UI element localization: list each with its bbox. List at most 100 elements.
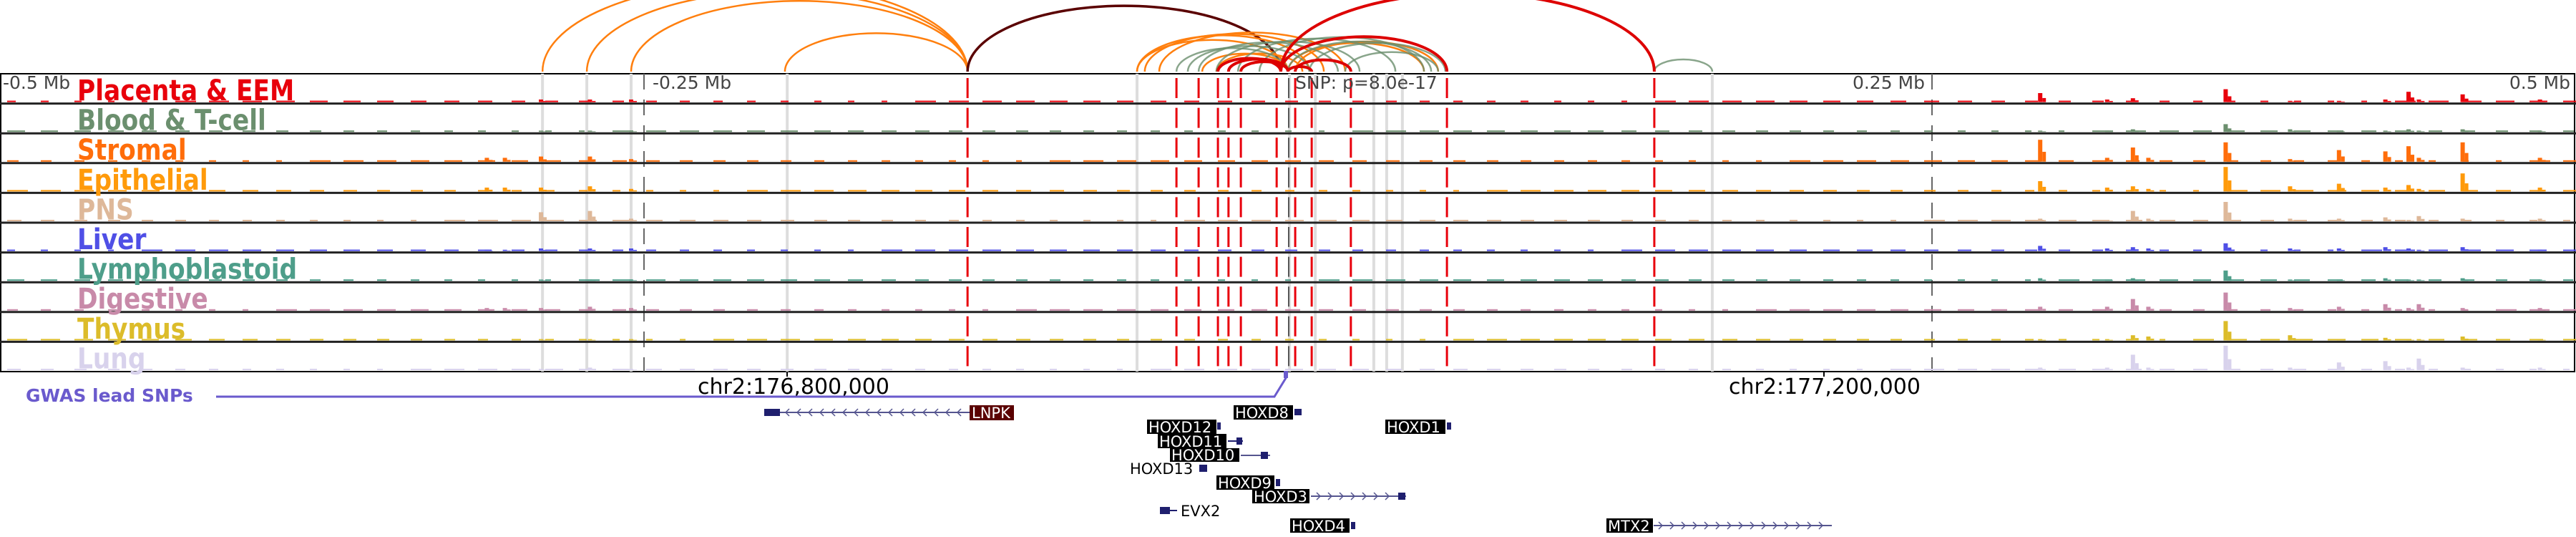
signal-segment: [1050, 160, 1070, 162]
signal-peak: [2383, 361, 2388, 370]
gene-hoxd9[interactable]: HOXD9: [1216, 475, 1280, 492]
signal-peak: [484, 308, 489, 311]
signal-segment: [2529, 369, 2537, 370]
signal-segment: [1151, 190, 1163, 192]
signal-segment: [1151, 160, 1169, 162]
signal-segment: [545, 220, 564, 221]
signal-segment: [915, 190, 932, 192]
track-digestive: [0, 292, 2576, 314]
signal-segment: [781, 309, 791, 311]
signal-segment: [915, 279, 929, 281]
strand-chevron: [1681, 521, 1687, 530]
signal-segment: [2429, 369, 2438, 370]
signal-segment: [1453, 100, 1463, 102]
signal-peak-shoulder: [543, 189, 547, 192]
signal-segment: [1823, 190, 1837, 192]
signal-segment: [1319, 100, 1331, 102]
signal-peak-shoulder: [2150, 369, 2155, 370]
signal-segment: [1285, 249, 1297, 251]
signal-peak-shoulder: [2464, 130, 2469, 132]
signal-segment: [1184, 279, 1192, 281]
signal-peak-shoulder: [633, 249, 637, 251]
signal-peak: [2406, 220, 2411, 221]
signal-segment: [915, 100, 936, 102]
signal-segment: [1083, 130, 1094, 132]
signal-segment: [1655, 220, 1666, 221]
signal-segment: [478, 190, 489, 192]
signal-segment: [1252, 130, 1259, 132]
signal-segment: [613, 369, 629, 370]
signal-peak: [2104, 339, 2109, 341]
signal-segment: [2361, 309, 2369, 311]
signal-segment: [2160, 160, 2172, 162]
signal-segment: [2260, 100, 2268, 102]
signal-segment: [1756, 220, 1765, 221]
signal-segment: [1958, 249, 1971, 251]
signal-segment: [882, 100, 887, 102]
signal-segment: [512, 309, 527, 311]
signal-segment: [444, 130, 453, 132]
signal-segment: [377, 339, 389, 341]
signal-segment: [613, 160, 627, 162]
signal-segment: [74, 339, 93, 341]
gene-mtx2[interactable]: MTX2: [1606, 518, 1832, 535]
signal-peak-shoulder: [543, 339, 547, 341]
signal-segment: [1184, 100, 1199, 102]
signal-peak-shoulder: [2150, 309, 2155, 311]
signal-peak: [2288, 279, 2293, 281]
signal-peak-shoulder: [2341, 188, 2345, 192]
signal-peak-shoulder: [489, 309, 493, 311]
gene-hoxd1[interactable]: HOXD1: [1385, 419, 1451, 436]
signal-segment: [1453, 249, 1462, 251]
track-label: Lung: [77, 342, 146, 375]
signal-segment: [243, 190, 258, 192]
signal-segment: [1386, 369, 1402, 370]
signal-segment: [1958, 339, 1968, 341]
signal-peak: [2223, 243, 2228, 251]
signal-segment: [2260, 160, 2271, 162]
signal-segment: [781, 220, 794, 221]
signal-segment: [579, 190, 587, 192]
signal-peak: [2130, 335, 2135, 341]
strand-chevron: [1795, 521, 1801, 530]
signal-peak-shoulder: [2341, 220, 2345, 221]
gene-lnpk[interactable]: LNPK: [764, 405, 1014, 422]
signal-segment: [2126, 190, 2133, 192]
gene-hoxd11[interactable]: HOXD11: [1158, 433, 1243, 450]
gene-hoxd10[interactable]: HOXD10: [1170, 447, 1270, 464]
signal-peak-shoulder: [592, 189, 596, 192]
signal-segment: [646, 130, 666, 132]
signal-segment: [1655, 130, 1669, 132]
strand-arrows: [1658, 521, 1824, 530]
signal-segment: [1790, 190, 1804, 192]
signal-segment: [377, 100, 394, 102]
signal-segment: [545, 279, 551, 281]
signal-segment: [276, 100, 295, 102]
signal-segment: [1958, 160, 1975, 162]
signal-peak-shoulder: [2042, 339, 2046, 341]
gene-hoxd13[interactable]: HOXD13: [1130, 460, 1207, 478]
signal-segment: [2328, 309, 2336, 311]
signal-segment: [1453, 190, 1459, 192]
strand-chevron: [910, 408, 916, 417]
signal-peak: [587, 248, 592, 251]
gene-evx2[interactable]: EVX2: [1160, 503, 1220, 520]
signal-segment: [781, 369, 794, 370]
track-label-group: Liver: [77, 222, 147, 256]
signal-peak-shoulder: [2421, 364, 2425, 370]
signal-segment: [1790, 249, 1807, 251]
track-label-group: Lung: [77, 342, 146, 375]
signal-peak: [2336, 150, 2341, 162]
signal-segment: [1218, 309, 1234, 311]
signal-segment: [1083, 160, 1103, 162]
gwas-snp-marker[interactable]: [1284, 371, 1288, 378]
signal-segment: [1016, 220, 1025, 221]
signal-segment: [2059, 279, 2079, 281]
gene-hoxd12[interactable]: HOXD12: [1147, 419, 1221, 436]
gene-hoxd8[interactable]: HOXD8: [1234, 405, 1302, 422]
gene-hoxd3[interactable]: HOXD3: [1252, 488, 1406, 505]
gene-hoxd4[interactable]: HOXD4: [1290, 518, 1355, 535]
signal-segment: [781, 249, 788, 251]
signal-segment: [1319, 130, 1324, 132]
signal-segment: [1453, 220, 1468, 221]
